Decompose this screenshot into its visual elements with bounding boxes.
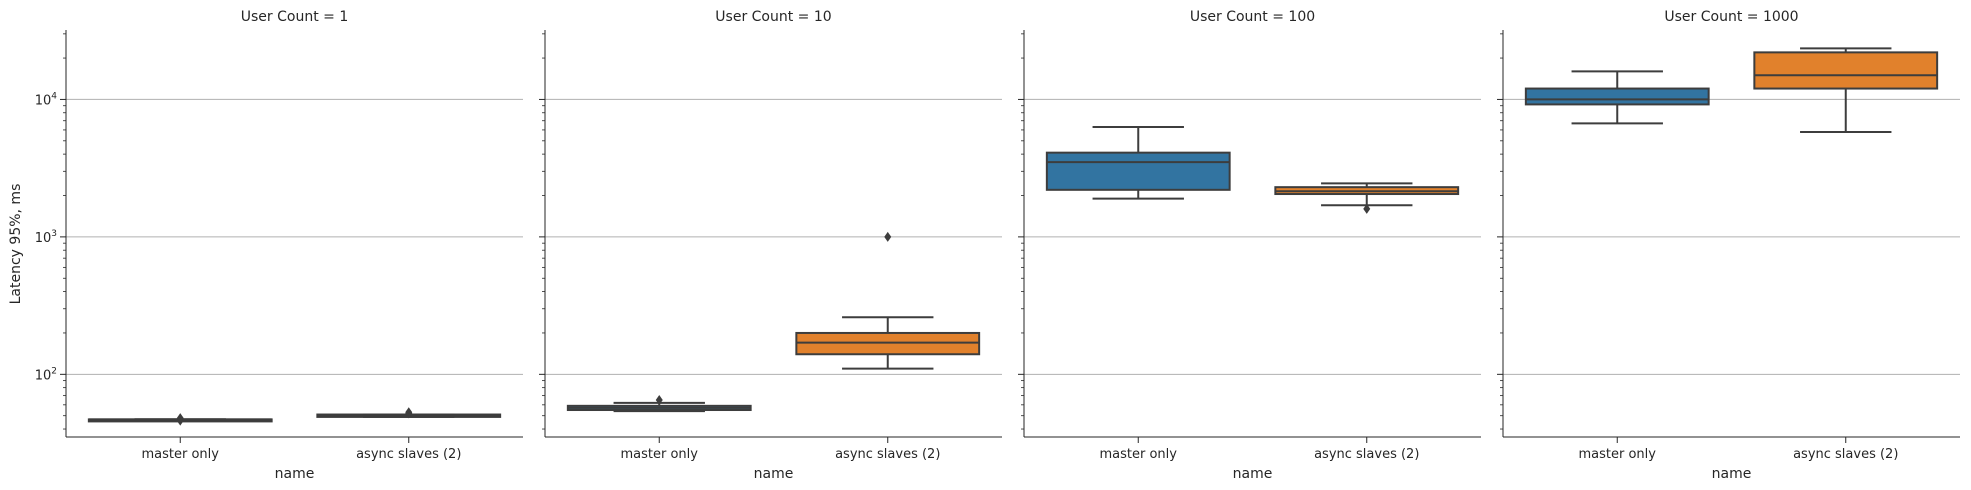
x-tick-label: async slaves (2)	[1314, 447, 1419, 462]
x-tick-label: async slaves (2)	[1793, 447, 1898, 462]
outlier-point	[884, 231, 892, 242]
y-tick-label: 103	[35, 229, 57, 246]
panel-2: User Count = 10 name master only async slav…	[539, 9, 1002, 482]
panel-title: User Count = 1	[241, 9, 348, 25]
box-iqr	[1524, 87, 1710, 106]
x-tick-label: master only	[142, 447, 220, 462]
box-async-slaves-2-	[316, 407, 502, 419]
box-master-only	[87, 413, 273, 426]
panel-4: User Count = 1000 name master only async sl…	[1497, 9, 1960, 482]
y-tick-base: 10	[35, 93, 52, 108]
x-tick-label: master only	[621, 447, 699, 462]
panel-title: User Count = 1000	[1664, 9, 1798, 25]
outlier-point	[176, 413, 184, 424]
y-axis-label: Latency 95%, ms	[8, 184, 24, 305]
outlier-point	[655, 395, 663, 406]
x-tick-label: async slaves (2)	[356, 447, 461, 462]
y-tick-exponent: 2	[51, 366, 57, 376]
y-tick-base: 10	[35, 368, 52, 383]
box-master-only	[1045, 126, 1231, 200]
panel-title: User Count = 10	[715, 9, 831, 25]
x-axis-label: name	[1233, 466, 1273, 482]
x-tick-label: async slaves (2)	[835, 447, 940, 462]
panel-3: User Count = 100 name master only async sla…	[1018, 9, 1481, 482]
box-async-slaves-2-	[1753, 47, 1939, 133]
x-tick-label: master only	[1100, 447, 1178, 462]
outlier-point	[405, 407, 413, 418]
y-tick-label: 104	[35, 91, 58, 108]
x-axis-label: name	[1712, 466, 1752, 482]
x-axis-label: name	[754, 466, 794, 482]
box-master-only	[1524, 70, 1710, 125]
box-async-slaves-2-	[1274, 182, 1460, 214]
outlier-point	[1363, 203, 1371, 214]
y-tick-exponent: 4	[51, 91, 57, 101]
x-tick-label: master only	[1579, 447, 1657, 462]
box-iqr	[1045, 151, 1231, 191]
box-iqr	[1753, 51, 1939, 90]
box-async-slaves-2-	[795, 231, 981, 370]
y-tick-exponent: 3	[51, 229, 57, 239]
box-master-only	[566, 395, 752, 413]
panel-title: User Count = 100	[1190, 9, 1315, 25]
y-tick-label: 102	[35, 366, 57, 383]
x-axis-label: name	[275, 466, 315, 482]
y-tick-base: 10	[35, 231, 52, 246]
